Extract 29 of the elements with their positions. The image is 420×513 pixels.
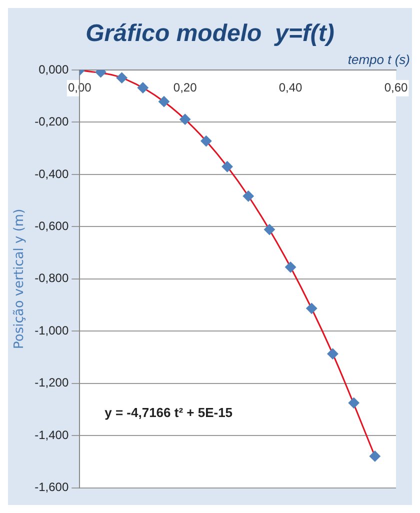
point <box>158 96 170 108</box>
x-axis-title: tempo t (s) <box>348 52 410 67</box>
y-tick-label: -1,000 <box>34 323 69 338</box>
y-tick-label: -0,600 <box>34 218 69 233</box>
y-tick-label: -0,200 <box>34 114 69 129</box>
point <box>137 82 148 94</box>
point <box>116 72 128 84</box>
point <box>348 397 360 408</box>
point <box>264 224 275 236</box>
y-tick-label: -1,600 <box>34 480 69 494</box>
y-tick-label: 0,000 <box>38 62 69 76</box>
point <box>222 161 233 172</box>
chart-title: Gráfico modelo y=f(t) <box>84 19 336 48</box>
x-tick-label: 0,60 <box>384 80 408 95</box>
point <box>285 262 296 273</box>
point <box>306 302 318 314</box>
point <box>180 114 191 125</box>
x-tick-label: 0,40 <box>278 80 303 95</box>
point <box>200 136 212 147</box>
y-tick-label: -1,200 <box>34 376 69 390</box>
x-tick-label: 0,20 <box>173 80 198 95</box>
point <box>327 348 338 360</box>
annotation: y = -4,7166 t² + 5E-15 <box>104 404 233 420</box>
y-tick-label: -0,800 <box>34 271 69 286</box>
y-tick-label: -0,400 <box>34 166 69 181</box>
y-tick-label: -1,400 <box>34 428 69 442</box>
y-axis-title: Posição vertical y (m) <box>12 208 28 349</box>
point <box>369 450 380 462</box>
point <box>242 190 254 202</box>
